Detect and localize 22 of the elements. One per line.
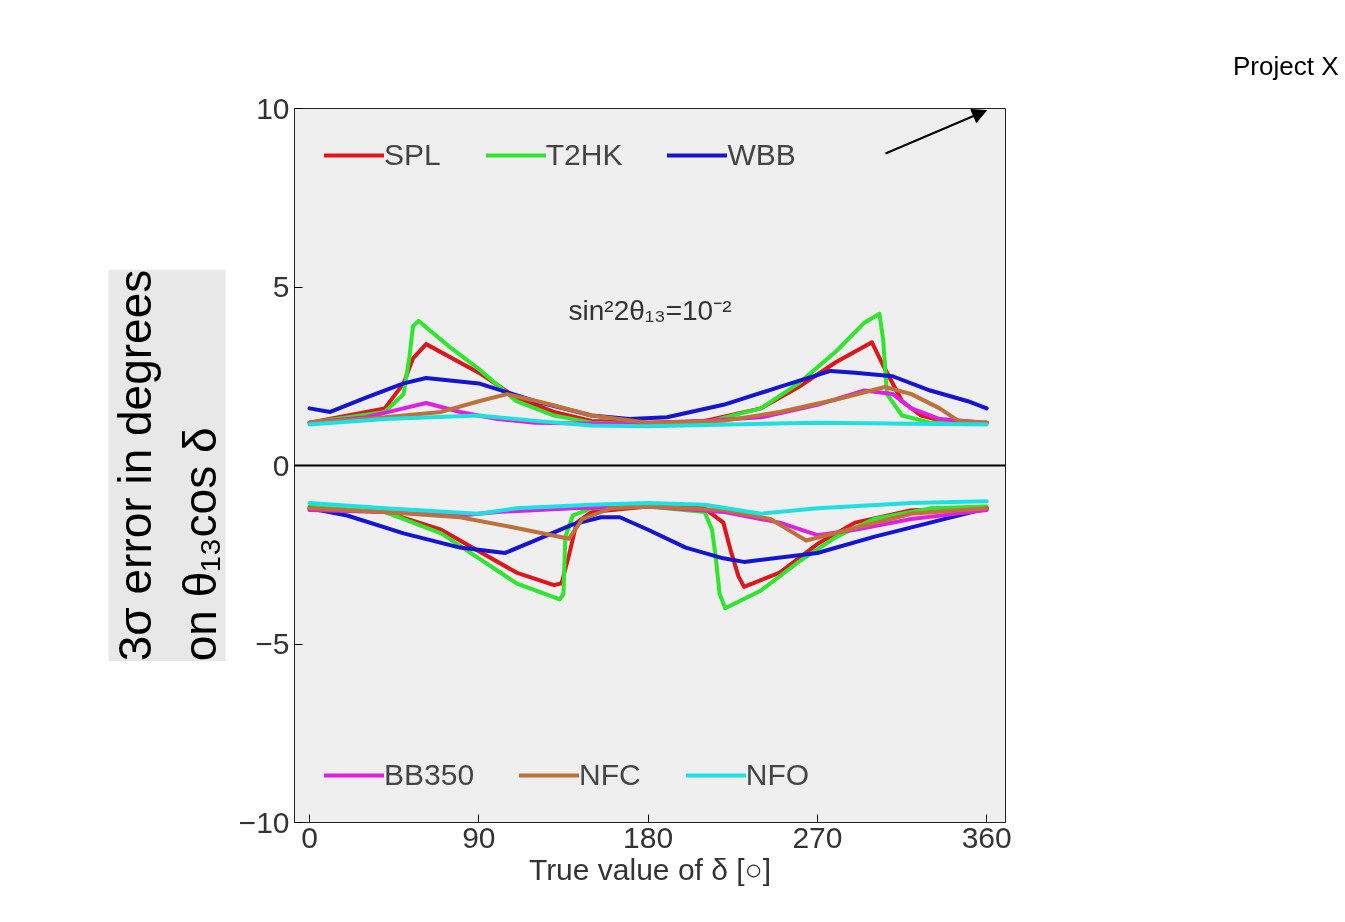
x-tick-label: 90 [462, 820, 496, 854]
x-tick-label: 0 [301, 820, 318, 854]
legend-label: BB350 [384, 758, 475, 792]
y-tick-label: 5 [272, 270, 290, 303]
legend-label: NFO [745, 758, 810, 792]
x-tick-label: 180 [623, 820, 674, 854]
legend-label: NFC [579, 758, 641, 792]
legend-label: SPL [384, 138, 441, 172]
y-tick-label: 10 [256, 91, 290, 125]
x-tick-label: 360 [961, 820, 1012, 854]
x-tick-label: 270 [792, 820, 843, 854]
text: Project X [1233, 51, 1339, 81]
legend-label: WBB [727, 138, 796, 172]
y-tick-label: 0 [272, 448, 290, 482]
legend-label: T2HK [545, 138, 623, 172]
line-series [307, 499, 989, 516]
y-tick-label: −5 [255, 627, 290, 660]
line-series [307, 413, 989, 429]
y-tick-label: −10 [238, 805, 290, 839]
x-axis-title: True value of δ [○] [528, 852, 772, 886]
annotation: sin²2θ₁₃=10⁻² [568, 295, 732, 327]
y-axis-title: 3σ error in degrees on θ₁₃cos δ [108, 269, 226, 662]
